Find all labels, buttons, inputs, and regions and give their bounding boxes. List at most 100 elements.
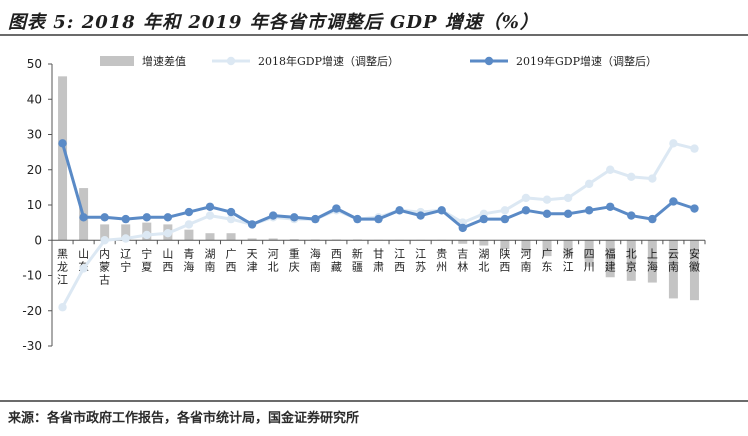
- category-label: 浙江: [563, 247, 574, 273]
- bar: [626, 240, 636, 281]
- series-point: [205, 211, 215, 220]
- bar: [184, 229, 194, 241]
- series-point: [542, 209, 552, 219]
- bar: [584, 240, 594, 267]
- series-point: [648, 214, 657, 224]
- series-point: [353, 214, 362, 224]
- series-point: [437, 206, 446, 215]
- series-point: [521, 193, 531, 203]
- bar: [205, 233, 215, 241]
- series-point: [458, 223, 467, 233]
- y-tick-label: 50: [27, 57, 42, 71]
- series-point: [584, 179, 594, 189]
- series-point: [163, 229, 173, 238]
- category-label: 吉林: [457, 247, 468, 273]
- series-point: [58, 303, 67, 312]
- category-label: 甘肃: [373, 247, 384, 273]
- legend-swatch-marker: [226, 56, 236, 66]
- series-point: [121, 214, 130, 224]
- series-point: [669, 139, 678, 148]
- bar: [500, 240, 510, 250]
- bar: [563, 240, 573, 257]
- series-point: [606, 202, 615, 211]
- series-point: [58, 139, 67, 148]
- y-tick-label: -20: [22, 304, 42, 318]
- category-label: 湖北: [478, 247, 489, 273]
- legend-label: 2019年GDP增速（调整后）: [516, 54, 657, 68]
- series-point: [395, 206, 404, 215]
- series-point: [584, 206, 594, 215]
- category-label: 海南: [310, 246, 321, 273]
- legend-label: 2018年GDP增速（调整后）: [258, 54, 399, 68]
- series-point: [142, 213, 151, 222]
- category-label: 江苏: [415, 247, 426, 273]
- series-point: [690, 204, 699, 213]
- category-label: 西藏: [331, 247, 342, 273]
- category-label: 江西: [394, 247, 405, 273]
- series-point: [648, 174, 657, 183]
- bar: [247, 238, 257, 241]
- legend-label: 增速差值: [142, 54, 186, 68]
- series-point: [479, 214, 489, 224]
- legend-swatch-marker: [484, 56, 494, 66]
- bar: [689, 240, 699, 301]
- bar: [226, 233, 236, 241]
- title-divider: [0, 34, 748, 36]
- category-label: 山西: [162, 247, 173, 273]
- category-label: 青海: [183, 247, 194, 273]
- series-point: [311, 214, 320, 224]
- series-point: [500, 206, 510, 215]
- series-point: [627, 172, 636, 181]
- category-label: 黑龙江: [57, 247, 68, 286]
- category-label: 广西: [226, 247, 237, 273]
- series-point: [290, 213, 299, 222]
- bar: [121, 224, 131, 241]
- bar: [647, 240, 657, 283]
- series-point: [100, 236, 109, 245]
- source-note: 来源：各省市政府工作报告，各省市统计局，国金证券研究所: [8, 411, 360, 426]
- series-point: [226, 207, 236, 217]
- series-point: [226, 214, 236, 224]
- category-label: 贵州: [436, 247, 447, 273]
- category-label: 四川: [584, 247, 595, 273]
- category-label: 内蒙古: [99, 246, 110, 286]
- bar: [268, 238, 278, 241]
- series-point: [79, 264, 88, 273]
- series-point: [184, 220, 194, 229]
- series-point: [563, 209, 573, 219]
- category-label: 天津: [247, 247, 258, 273]
- y-tick-label: 30: [27, 128, 42, 142]
- category-label: 北京: [626, 247, 637, 273]
- category-label: 上海: [647, 247, 658, 273]
- series-point: [669, 197, 678, 206]
- category-label: 河北: [268, 247, 279, 273]
- bar: [479, 240, 489, 246]
- series-point: [79, 213, 88, 222]
- series-point: [374, 214, 383, 224]
- series-point: [563, 193, 573, 203]
- series-point: [690, 144, 699, 153]
- y-tick-label: -10: [22, 269, 42, 283]
- series-line: [61, 141, 695, 308]
- series-point: [332, 204, 341, 213]
- y-tick-label: -30: [22, 339, 42, 353]
- category-label: 福建: [605, 246, 616, 273]
- bar: [458, 240, 468, 244]
- series-point: [247, 220, 257, 229]
- category-label: 安徽: [689, 246, 700, 273]
- category-label: 新疆: [352, 246, 363, 273]
- bar: [605, 240, 615, 278]
- bar: [100, 224, 110, 241]
- y-tick-label: 10: [27, 198, 42, 212]
- legend-swatch-bar: [100, 56, 134, 66]
- series-point: [142, 230, 151, 240]
- series-point: [542, 195, 552, 204]
- category-label: 广东: [542, 247, 553, 273]
- series-point: [416, 211, 425, 220]
- category-label: 重庆: [289, 246, 300, 273]
- series-point: [627, 211, 636, 220]
- y-tick-label: 0: [34, 233, 42, 247]
- category-label: 湖南: [204, 247, 215, 273]
- series-point: [163, 213, 173, 222]
